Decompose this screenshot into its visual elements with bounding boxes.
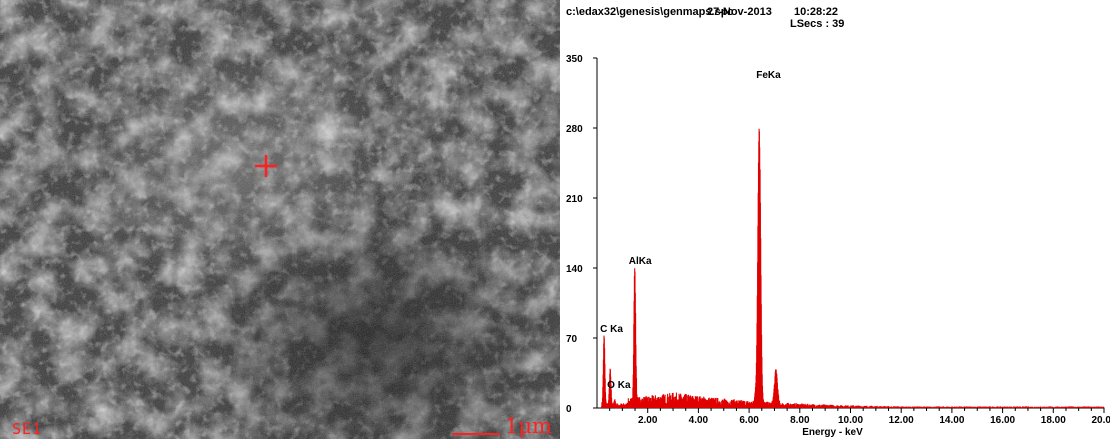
scale-bar-label: 1μm: [505, 414, 552, 438]
x-tick-label-12: 12.00: [889, 415, 914, 426]
x-tick-label-2: 2.00: [638, 415, 658, 426]
spectrum-time: 10:28:22: [794, 6, 839, 18]
y-tick-label-140: 140: [566, 264, 583, 275]
spectrum-trace: [601, 128, 1105, 408]
x-tick-label-14: 14.00: [939, 415, 964, 426]
x-tick-label-6: 6.00: [739, 415, 759, 426]
x-tick-label-4: 4.00: [689, 415, 709, 426]
eds-spectrum-panel: c:\edax32\genesis\genmaps.spc 27-Nov-201…: [562, 0, 1110, 439]
sem-detector-label: SE1: [12, 420, 43, 438]
x-tick-label-20: 20.00: [1091, 415, 1110, 426]
x-tick-label-10: 10.00: [838, 415, 863, 426]
x-tick-label-16: 16.00: [990, 415, 1015, 426]
crosshair-marker: [255, 155, 277, 177]
sem-image-panel: SE1 1μm: [0, 0, 560, 439]
y-tick-label-280: 280: [566, 124, 583, 135]
x-axis-label: Energy - keV: [802, 427, 863, 438]
x-tick-label-8: 8.00: [790, 415, 810, 426]
peak-label-o-ka: O Ka: [607, 380, 631, 391]
y-tick-label-70: 70: [566, 334, 578, 345]
peak-label-alka: AlKa: [629, 256, 652, 267]
spectrum-file-path: c:\edax32\genesis\genmaps.spc: [566, 6, 734, 18]
y-tick-label-350: 350: [566, 54, 583, 65]
spectrum-date: 27-Nov-2013: [707, 6, 772, 18]
sem-micrograph: [0, 0, 560, 439]
spectrum-chart: 0 70 140 210 280 350 2.00 4.00 6.00 8.00 10.00 12.0…: [566, 54, 1110, 438]
y-tick-label-0: 0: [566, 404, 572, 415]
y-tick-label-210: 210: [566, 194, 583, 205]
peak-label-feka: FeKa: [756, 70, 781, 81]
spectrum-live-seconds: LSecs : 39: [790, 18, 845, 30]
x-tick-label-18: 18.00: [1041, 415, 1066, 426]
peak-label-c-ka: C Ka: [600, 324, 623, 335]
